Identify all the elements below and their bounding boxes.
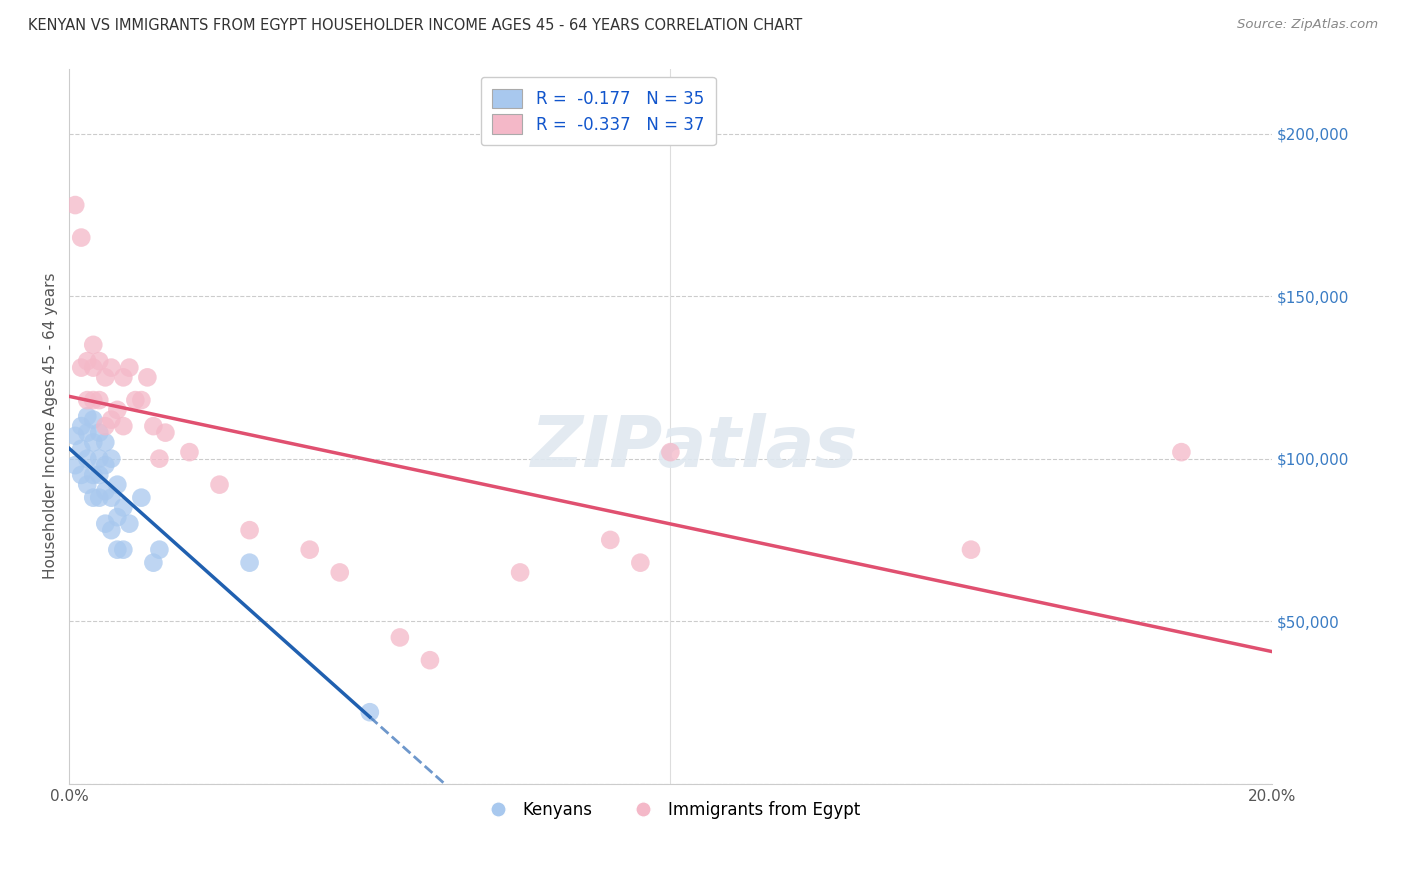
Text: ZIPatlas: ZIPatlas bbox=[531, 413, 858, 482]
Point bbox=[94, 370, 117, 384]
Point bbox=[94, 458, 117, 472]
Point bbox=[70, 230, 93, 244]
Point bbox=[388, 631, 411, 645]
Point bbox=[82, 393, 104, 408]
Point bbox=[100, 412, 122, 426]
Point bbox=[659, 445, 682, 459]
Point bbox=[65, 429, 87, 443]
Point bbox=[112, 500, 135, 515]
Point bbox=[100, 360, 122, 375]
Point bbox=[70, 419, 93, 434]
Point bbox=[76, 477, 98, 491]
Point bbox=[94, 419, 117, 434]
Point bbox=[124, 393, 146, 408]
Point bbox=[298, 542, 321, 557]
Text: KENYAN VS IMMIGRANTS FROM EGYPT HOUSEHOLDER INCOME AGES 45 - 64 YEARS CORRELATIO: KENYAN VS IMMIGRANTS FROM EGYPT HOUSEHOL… bbox=[28, 18, 803, 33]
Point bbox=[148, 542, 170, 557]
Point bbox=[148, 451, 170, 466]
Point bbox=[179, 445, 201, 459]
Point bbox=[89, 354, 111, 368]
Point bbox=[118, 516, 141, 531]
Point bbox=[82, 435, 104, 450]
Point bbox=[1170, 445, 1192, 459]
Point bbox=[599, 533, 621, 547]
Point bbox=[239, 523, 262, 537]
Point bbox=[100, 523, 122, 537]
Point bbox=[105, 477, 128, 491]
Point bbox=[136, 370, 159, 384]
Point bbox=[100, 451, 122, 466]
Point bbox=[65, 458, 87, 472]
Point bbox=[105, 510, 128, 524]
Point bbox=[155, 425, 177, 440]
Point bbox=[82, 491, 104, 505]
Point bbox=[239, 556, 262, 570]
Point bbox=[89, 467, 111, 482]
Point bbox=[112, 370, 135, 384]
Point bbox=[142, 556, 165, 570]
Point bbox=[94, 484, 117, 499]
Point bbox=[100, 491, 122, 505]
Point bbox=[960, 542, 983, 557]
Point bbox=[82, 338, 104, 352]
Point bbox=[94, 516, 117, 531]
Point bbox=[509, 566, 531, 580]
Point bbox=[105, 542, 128, 557]
Point bbox=[112, 419, 135, 434]
Point bbox=[70, 360, 93, 375]
Point bbox=[118, 360, 141, 375]
Point bbox=[208, 477, 231, 491]
Point bbox=[65, 198, 87, 212]
Point bbox=[105, 402, 128, 417]
Point bbox=[131, 393, 153, 408]
Point bbox=[76, 393, 98, 408]
Text: Source: ZipAtlas.com: Source: ZipAtlas.com bbox=[1237, 18, 1378, 31]
Point bbox=[76, 354, 98, 368]
Point bbox=[419, 653, 441, 667]
Point bbox=[89, 425, 111, 440]
Point bbox=[94, 435, 117, 450]
Y-axis label: Householder Income Ages 45 - 64 years: Householder Income Ages 45 - 64 years bbox=[44, 273, 58, 580]
Point bbox=[82, 360, 104, 375]
Point bbox=[76, 451, 98, 466]
Point bbox=[76, 409, 98, 424]
Legend: Kenyans, Immigrants from Egypt: Kenyans, Immigrants from Egypt bbox=[474, 794, 866, 825]
Point bbox=[76, 425, 98, 440]
Point bbox=[89, 393, 111, 408]
Point bbox=[70, 467, 93, 482]
Point bbox=[131, 491, 153, 505]
Point bbox=[359, 705, 381, 719]
Point bbox=[112, 542, 135, 557]
Point bbox=[70, 442, 93, 456]
Point bbox=[329, 566, 352, 580]
Point bbox=[82, 467, 104, 482]
Point bbox=[89, 451, 111, 466]
Point bbox=[89, 491, 111, 505]
Point bbox=[82, 412, 104, 426]
Point bbox=[628, 556, 651, 570]
Point bbox=[142, 419, 165, 434]
